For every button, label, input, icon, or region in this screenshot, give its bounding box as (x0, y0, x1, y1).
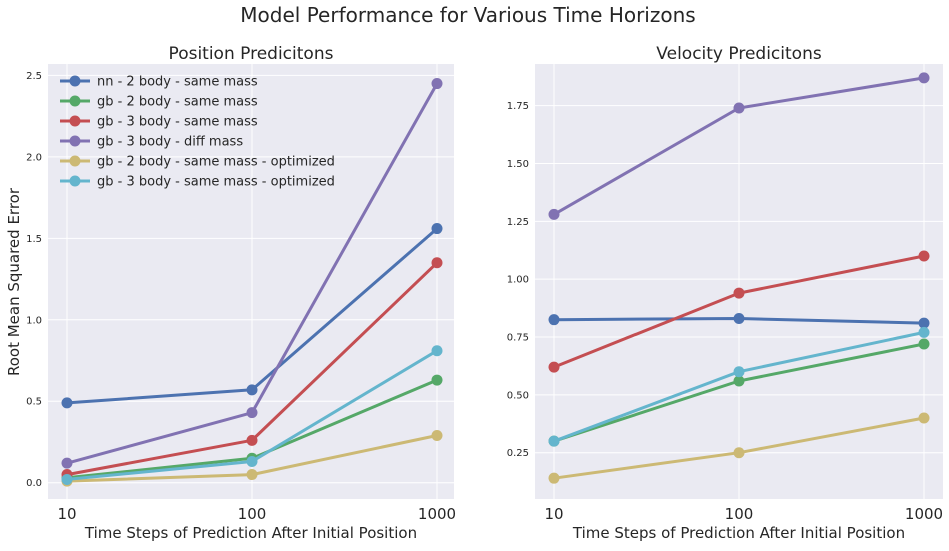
legend-entry-label: gb - 2 body - same mass - optimized (97, 155, 335, 170)
position-series-0-point (246, 384, 258, 396)
legend-entry-label: nn - 2 body - same mass (97, 75, 258, 90)
velocity-y-tick-label: 1.00 (507, 275, 529, 286)
position-series-4-point (431, 429, 443, 441)
legend-marker (69, 115, 81, 127)
velocity-series-2-point (548, 361, 560, 373)
velocity-series-3-point (548, 208, 560, 220)
velocity-x-tick-label: 1000 (905, 505, 943, 523)
position-series-0-point (61, 397, 73, 409)
velocity-x-tick-label: 100 (725, 505, 754, 523)
position-series-3-point (61, 457, 73, 469)
position-y-ticks: 0.0 0.5 1.0 1.5 2.0 2.5 (26, 71, 42, 489)
velocity-series-5-point (918, 326, 930, 338)
legend-entry-label: gb - 2 body - same mass (97, 95, 258, 110)
legend-entry-label: gb - 3 body - same mass - optimized (97, 175, 335, 190)
velocity-series-4-point (733, 447, 745, 459)
velocity-series-5-point (733, 366, 745, 378)
position-x-tick-label: 100 (238, 505, 267, 523)
position-y-tick-label: 0.0 (26, 478, 42, 489)
position-series-2-point (246, 434, 258, 446)
velocity-chart: Velocity Predicitons 0.25 0.50 0.75 1.00 1.2… (507, 44, 943, 542)
position-series-5-point (431, 345, 443, 357)
legend-marker (69, 155, 81, 167)
position-chart-title: Position Predicitons (169, 44, 334, 64)
position-y-tick-label: 1.5 (26, 234, 42, 245)
position-x-axis-label: Time Steps of Prediction After Initial P… (84, 524, 417, 542)
velocity-chart-title: Velocity Predicitons (656, 44, 822, 64)
velocity-y-tick-label: 1.50 (507, 159, 529, 170)
legend-marker (69, 135, 81, 147)
velocity-y-tick-label: 0.75 (507, 333, 529, 344)
position-series-3-point (246, 407, 258, 419)
position-series-5-point (246, 456, 258, 468)
velocity-series-3-point (733, 102, 745, 114)
position-y-tick-label: 1.0 (26, 315, 42, 326)
velocity-series (548, 72, 930, 484)
position-y-tick-label: 2.5 (26, 71, 42, 82)
velocity-series-0-point (548, 314, 560, 326)
position-series-2-point (431, 257, 443, 269)
velocity-x-tick-label: 10 (544, 505, 563, 523)
figure-title: Model Performance for Various Time Horiz… (240, 3, 695, 27)
legend-marker (69, 175, 81, 187)
velocity-y-tick-label: 0.25 (507, 448, 529, 459)
position-x-tick-label: 1000 (418, 505, 456, 523)
position-series-3-point (431, 78, 443, 90)
legend-entry-label: gb - 3 body - diff mass (97, 135, 243, 150)
velocity-series-0-point (918, 317, 930, 329)
velocity-series-2-point (918, 250, 930, 262)
velocity-series-1-point (918, 338, 930, 350)
position-series-0-point (431, 223, 443, 235)
legend-marker (69, 95, 81, 107)
position-series (61, 78, 443, 487)
position-grid (48, 64, 454, 499)
position-y-tick-label: 0.5 (26, 397, 42, 408)
velocity-x-axis-label: Time Steps of Prediction After Initial P… (572, 524, 905, 542)
velocity-y-tick-label: 1.75 (507, 101, 529, 112)
velocity-series-2-point (733, 287, 745, 299)
velocity-y-ticks: 0.25 0.50 0.75 1.00 1.25 1.50 1.75 (507, 101, 529, 459)
position-x-tick-label: 10 (57, 505, 76, 523)
velocity-y-tick-label: 0.50 (507, 390, 529, 401)
position-plot-area (48, 64, 454, 499)
position-legend: nn - 2 body - same mass gb - 2 body - sam… (60, 75, 335, 190)
velocity-y-tick-label: 1.25 (507, 217, 529, 228)
position-y-tick-label: 2.0 (26, 152, 42, 163)
position-y-axis-label: Root Mean Squared Error (5, 187, 23, 376)
velocity-series-5-point (548, 435, 560, 447)
position-series-4-point (246, 469, 258, 481)
velocity-series-0-point (733, 313, 745, 325)
velocity-series-3-point (918, 72, 930, 84)
position-x-ticks: 10 100 1000 (57, 505, 456, 523)
velocity-x-ticks: 10 100 1000 (544, 505, 943, 523)
legend-marker (69, 75, 81, 87)
legend-entry-label: gb - 3 body - same mass (97, 115, 258, 130)
velocity-series-4-point (548, 472, 560, 484)
position-series-5-point (61, 473, 73, 485)
position-chart: Position Predicitons 0.00.51.01.52.02.5 … (5, 44, 456, 542)
velocity-series-4-point (918, 412, 930, 424)
position-series-1-point (431, 374, 443, 386)
velocity-series-1-point (733, 375, 745, 387)
